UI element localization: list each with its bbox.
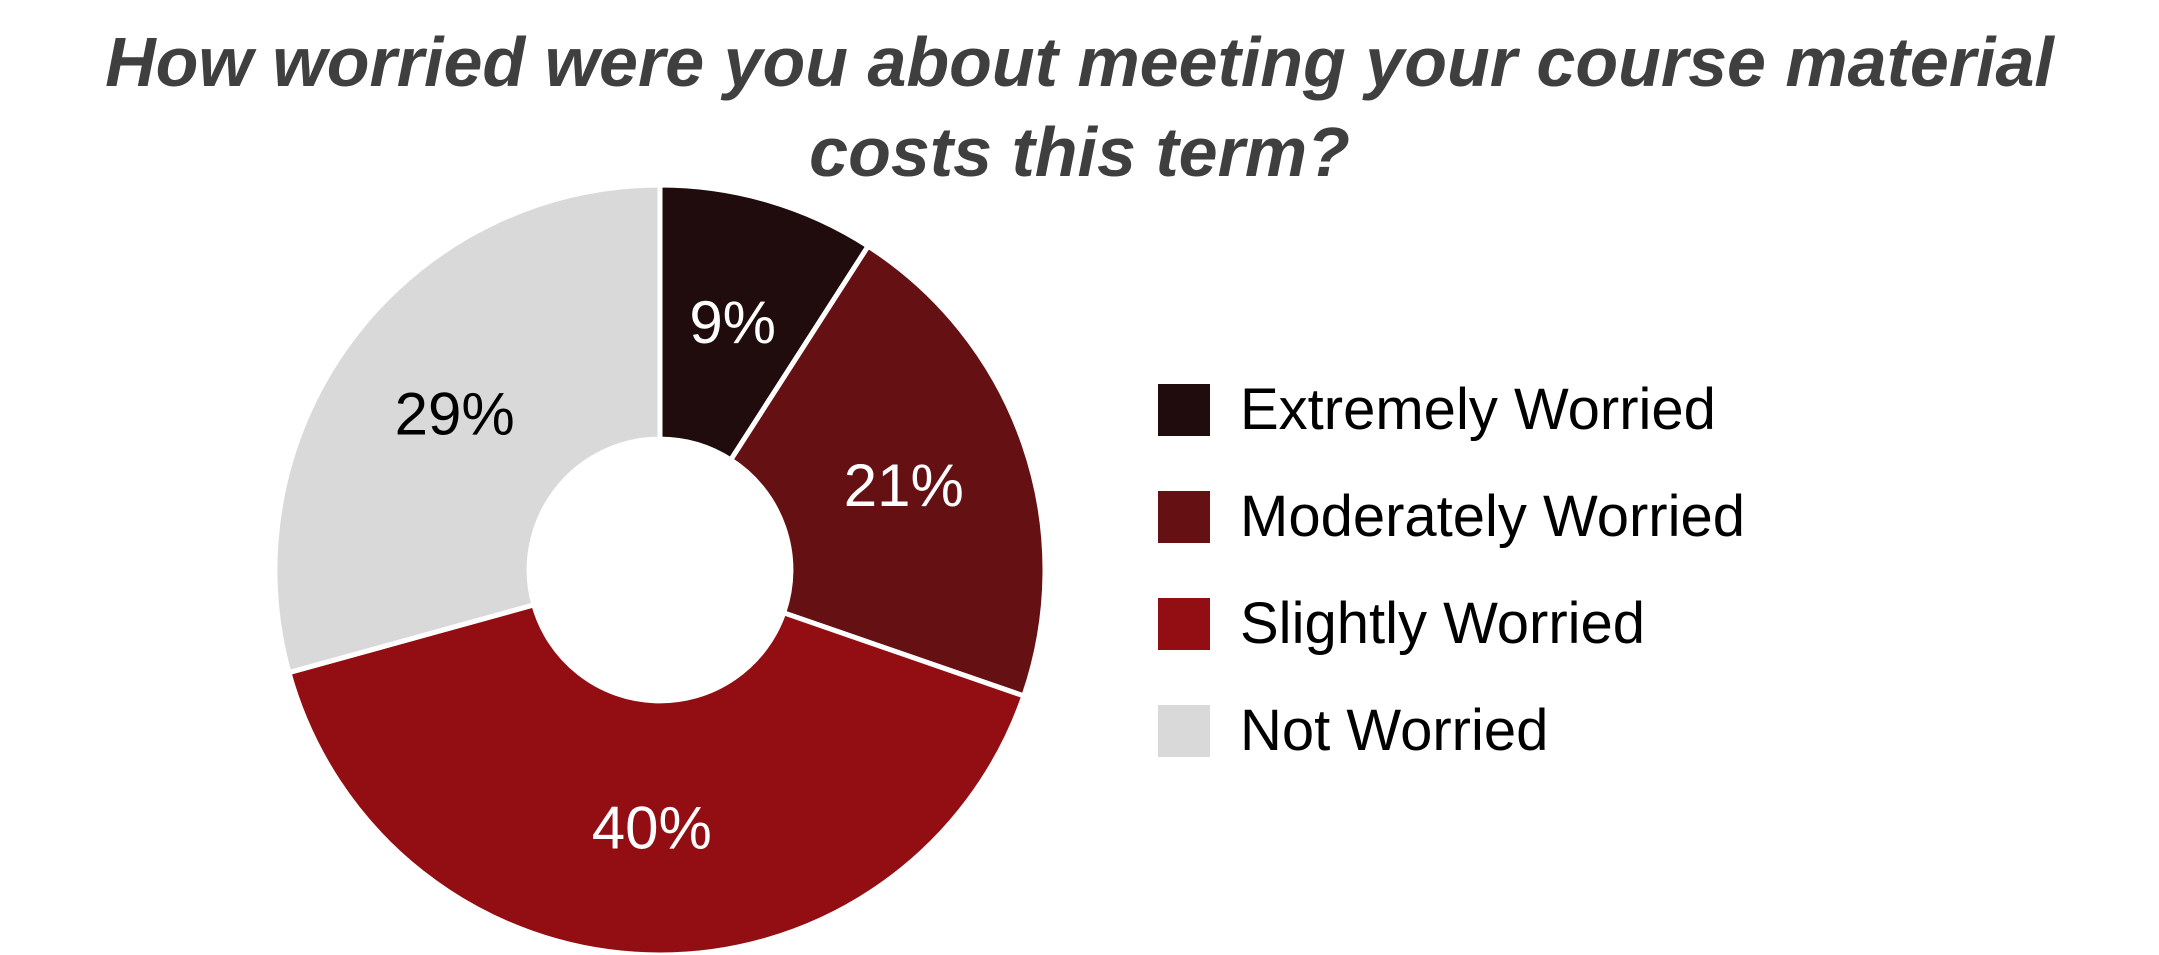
pie-slice-slightly-worried: [286, 602, 1027, 955]
legend-swatch: [1158, 597, 1210, 650]
chart-title: How worried were you about meeting your …: [105, 23, 2054, 191]
legend-item-not-worried: Not Worried: [1158, 697, 1745, 764]
legend-item-slightly-worried: Slightly Worried: [1158, 590, 1745, 657]
slice-label-slightly-worried: 40%: [592, 794, 712, 861]
legend-label: Moderately Worried: [1240, 484, 1746, 549]
legend: Extremely Worried Moderately Worried Sligh…: [1158, 376, 1745, 764]
legend-label: Not Worried: [1240, 698, 1549, 763]
slice-label-moderately-worried: 21%: [844, 452, 964, 519]
legend-item-moderately-worried: Moderately Worried: [1158, 483, 1745, 550]
legend-swatch: [1158, 383, 1210, 436]
legend-swatch: [1158, 490, 1210, 543]
pie-slice-extremely-worried: [657, 182, 871, 463]
slice-label-not-worried: 29%: [395, 380, 515, 447]
slice-label-extremely-worried: 9%: [689, 289, 776, 356]
donut-chart: 9% 21% 40% 29%: [272, 182, 1048, 955]
legend-label: Slightly Worried: [1240, 591, 1646, 656]
legend-label: Extremely Worried: [1240, 377, 1716, 442]
legend-swatch: [1158, 704, 1210, 757]
pie-slice-not-worried: [272, 182, 663, 676]
legend-item-extremely-worried: Extremely Worried: [1158, 376, 1745, 443]
pie-slice-moderately-worried: [728, 243, 1048, 699]
